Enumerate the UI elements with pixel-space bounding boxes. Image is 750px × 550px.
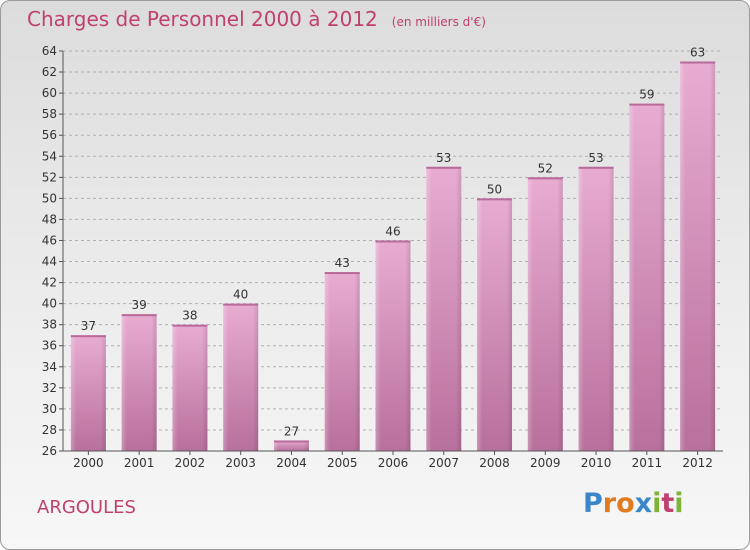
bar-value-label: 59 [639,88,654,102]
x-tick-label: 2005 [327,456,358,470]
logo-letter: i [674,488,684,519]
bar-shading [273,440,309,451]
bar-shading [477,198,513,451]
bar-top-edge [324,272,360,275]
bar-shading [578,166,614,451]
bar-top-edge [223,303,259,306]
bar-top-edge [375,240,411,243]
x-tick-label: 2008 [479,456,510,470]
y-tick-label: 30 [42,402,57,416]
x-tick-label: 2004 [276,456,307,470]
bar-shading [375,240,411,451]
y-tick-label: 36 [42,339,57,353]
axis-layer: 26 28 30 32 34 36 38 40 42 44 46 48 50 52 54 56 58 60 62 64… [42,44,723,470]
bar-value-label: 46 [385,224,400,238]
chart-title-text: Charges de Personnel 2000 à 2012 [27,7,378,31]
x-tick-label: 2000 [73,456,104,470]
bar-value-label: 52 [538,161,553,175]
x-tick-label: 2010 [581,456,612,470]
commune-name: ARGOULES [37,497,136,518]
bar-shading [70,335,106,451]
bar-top-edge [426,166,462,169]
chart-unit-label: (en milliers d'€) [391,15,486,29]
y-tick-label: 54 [42,149,57,163]
bar-top-edge [680,61,716,64]
bar-value-label: 43 [335,256,350,270]
chart-title: Charges de Personnel 2000 à 2012 (en mill… [27,7,486,31]
y-tick-label: 32 [42,381,57,395]
y-tick-label: 58 [42,107,57,121]
bar-shading [527,177,563,451]
x-tick-label: 2002 [175,456,206,470]
y-tick-label: 48 [42,212,57,226]
y-tick-label: 42 [42,276,57,290]
y-tick-label: 50 [42,191,57,205]
bar-shading [223,303,259,451]
bar-value-label: 27 [284,424,299,438]
x-tick-label: 2006 [378,456,409,470]
x-tick-label: 2007 [428,456,459,470]
y-tick-label: 40 [42,297,57,311]
x-tick-label: 2001 [124,456,155,470]
bar-value-label: 39 [132,298,147,312]
bar-shading [121,314,157,451]
bar-top-edge [477,198,513,201]
bar-top-edge [121,314,157,317]
y-tick-label: 46 [42,233,57,247]
y-tick-label: 64 [42,44,57,58]
y-tick-label: 60 [42,86,57,100]
y-tick-label: 56 [42,128,57,142]
logo-letter: r [602,488,617,519]
logo-letter: i [652,488,662,519]
bar-top-edge [527,177,563,180]
x-tick-label: 2003 [225,456,256,470]
bar-value-label: 53 [436,151,451,165]
logo-letter: t [661,488,675,519]
proxiti-logo[interactable]: Proxiti [583,488,684,519]
y-tick-label: 28 [42,423,57,437]
y-tick-label: 38 [42,318,57,332]
bar-value-label: 50 [487,182,502,196]
y-tick-label: 34 [42,360,57,374]
bar-top-edge [172,324,208,327]
y-tick-label: 62 [42,65,57,79]
bar-shading [629,103,665,451]
bar-shading [172,324,208,451]
bar-shading [426,166,462,451]
y-tick-label: 52 [42,170,57,184]
logo-letter: x [634,488,653,519]
bar-value-label: 63 [690,46,705,60]
x-tick-label: 2012 [682,456,713,470]
bar-top-edge [578,166,614,169]
bar-shading [680,61,716,452]
x-tick-label: 2009 [530,456,561,470]
bar-top-edge [629,103,665,106]
bar-shading [324,272,360,451]
logo-letter: o [616,488,635,519]
x-tick-label: 2011 [632,456,663,470]
logo-letter: P [583,488,603,519]
y-tick-label: 44 [42,255,57,269]
bars-layer [70,61,716,452]
bar-value-label: 38 [182,309,197,323]
y-tick-label: 26 [42,444,57,458]
bar-value-label: 53 [588,151,603,165]
bar-value-label: 37 [81,319,96,333]
bar-value-label: 40 [233,288,248,302]
bar-top-edge [70,335,106,338]
bar-top-edge [273,440,309,443]
